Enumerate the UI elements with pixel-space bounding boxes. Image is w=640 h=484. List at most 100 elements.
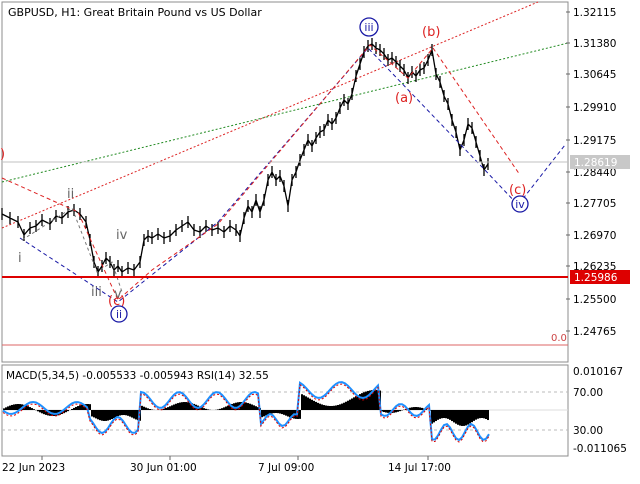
- macd-bar: [275, 410, 277, 413]
- macd-bar: [253, 405, 255, 410]
- wave-label-i-small: i: [18, 251, 22, 266]
- indicator-label-30: 30.00: [573, 425, 603, 437]
- macd-bar: [449, 410, 451, 420]
- macd-bar: [411, 407, 413, 410]
- macd-bar: [301, 394, 303, 410]
- macd-bar: [31, 408, 33, 410]
- macd-bar: [303, 395, 305, 410]
- macd-bar: [15, 404, 17, 410]
- time-label-1: 30 Jun 01:00: [130, 462, 197, 474]
- macd-bar: [317, 403, 319, 410]
- macd-bar: [473, 410, 475, 421]
- macd-bar: [167, 407, 169, 410]
- macd-bar: [217, 409, 219, 410]
- macd-bar: [131, 410, 133, 418]
- macd-bar: [141, 406, 143, 410]
- macd-bar: [135, 410, 137, 419]
- macd-bar: [437, 410, 439, 420]
- macd-bar: [115, 410, 117, 417]
- macd-bar: [485, 410, 487, 419]
- price-axis-label: 1.25500: [573, 294, 616, 306]
- macd-bar: [453, 410, 455, 422]
- macd-bar: [273, 410, 275, 413]
- macd-bar: [5, 407, 7, 410]
- macd-bar: [67, 410, 69, 411]
- price-axis-label: 1.24765: [573, 326, 616, 338]
- wave-label-iv-small: iv: [116, 228, 128, 243]
- macd-bar: [483, 410, 485, 418]
- macd-bar: [445, 410, 447, 418]
- macd-bar: [397, 410, 399, 412]
- macd-bar: [37, 410, 39, 411]
- macd-bar: [169, 406, 171, 410]
- macd-bar: [333, 406, 335, 410]
- macd-bar: [7, 406, 9, 410]
- macd-bar: [279, 410, 281, 414]
- macd-bar: [433, 410, 435, 422]
- price-candles: [2, 38, 488, 278]
- macd-bar: [395, 410, 397, 412]
- macd-bar: [465, 410, 467, 425]
- macd-bar: [469, 410, 471, 423]
- macd-bar: [111, 410, 113, 419]
- macd-bar: [145, 408, 147, 410]
- macd-bar: [463, 410, 465, 426]
- macd-bar: [119, 410, 121, 416]
- macd-bar: [255, 406, 257, 410]
- time-label-3: 14 Jul 17:00: [388, 462, 451, 474]
- price-axis: 1.321151.313801.306451.299101.291751.284…: [566, 7, 616, 338]
- macd-bar: [477, 410, 479, 419]
- price-axis-label: 1.27705: [573, 198, 616, 210]
- macd-bar: [367, 391, 369, 410]
- macd-bar: [419, 407, 421, 410]
- macd-bar: [375, 390, 377, 410]
- macd-signal-line: [3, 384, 489, 442]
- macd-bar: [441, 410, 443, 418]
- rsi-line: [3, 382, 489, 440]
- macd-bar: [113, 410, 115, 418]
- macd-bar: [123, 410, 125, 415]
- macd-bar: [149, 409, 151, 410]
- macd-bar: [309, 399, 311, 410]
- time-label-0: 22 Jun 2023: [2, 462, 65, 474]
- macd-bar: [271, 410, 273, 413]
- macd-bar: [319, 404, 321, 410]
- macd-bar: [325, 406, 327, 410]
- macd-bar: [109, 410, 111, 420]
- macd-bar: [307, 397, 309, 410]
- macd-bar: [245, 403, 247, 410]
- wave-label-ii-small: ii: [67, 187, 74, 202]
- macd-bar: [103, 410, 105, 421]
- price-axis-label: 1.29910: [573, 102, 616, 114]
- macd-bar: [287, 410, 289, 416]
- chart-title: GBPUSD, H1: Great Britain Pound vs US Do…: [8, 6, 262, 19]
- macd-bar: [125, 410, 127, 415]
- macd-bar: [219, 409, 221, 410]
- macd-bar: [77, 406, 79, 410]
- fib-zero-label: 0.0: [551, 333, 567, 344]
- macd-bar: [439, 410, 441, 419]
- macd-bar: [171, 405, 173, 410]
- macd-bar: [181, 402, 183, 410]
- macd-bar: [235, 403, 237, 410]
- macd-bar: [205, 409, 207, 410]
- macd-bar: [173, 405, 175, 410]
- macd-bar: [331, 406, 333, 410]
- macd-bar: [177, 403, 179, 410]
- indicator-label-top: 0.010167: [573, 366, 623, 378]
- macd-bar: [475, 410, 477, 420]
- price-axis-label: 1.30645: [573, 69, 616, 81]
- macd-bar: [339, 404, 341, 410]
- macd-bar: [345, 402, 347, 410]
- macd-bar: [185, 402, 187, 410]
- macd-bar: [327, 406, 329, 410]
- macd-bar: [27, 406, 29, 410]
- main-chart-frame: [2, 2, 568, 362]
- grid-lines: [42, 456, 428, 460]
- macd-bar: [285, 410, 287, 416]
- current-price-tag: 1.28619: [574, 157, 617, 169]
- macd-bar: [341, 404, 343, 410]
- macd-bar: [299, 410, 301, 419]
- wave-label-iv-circle: iv: [515, 198, 525, 211]
